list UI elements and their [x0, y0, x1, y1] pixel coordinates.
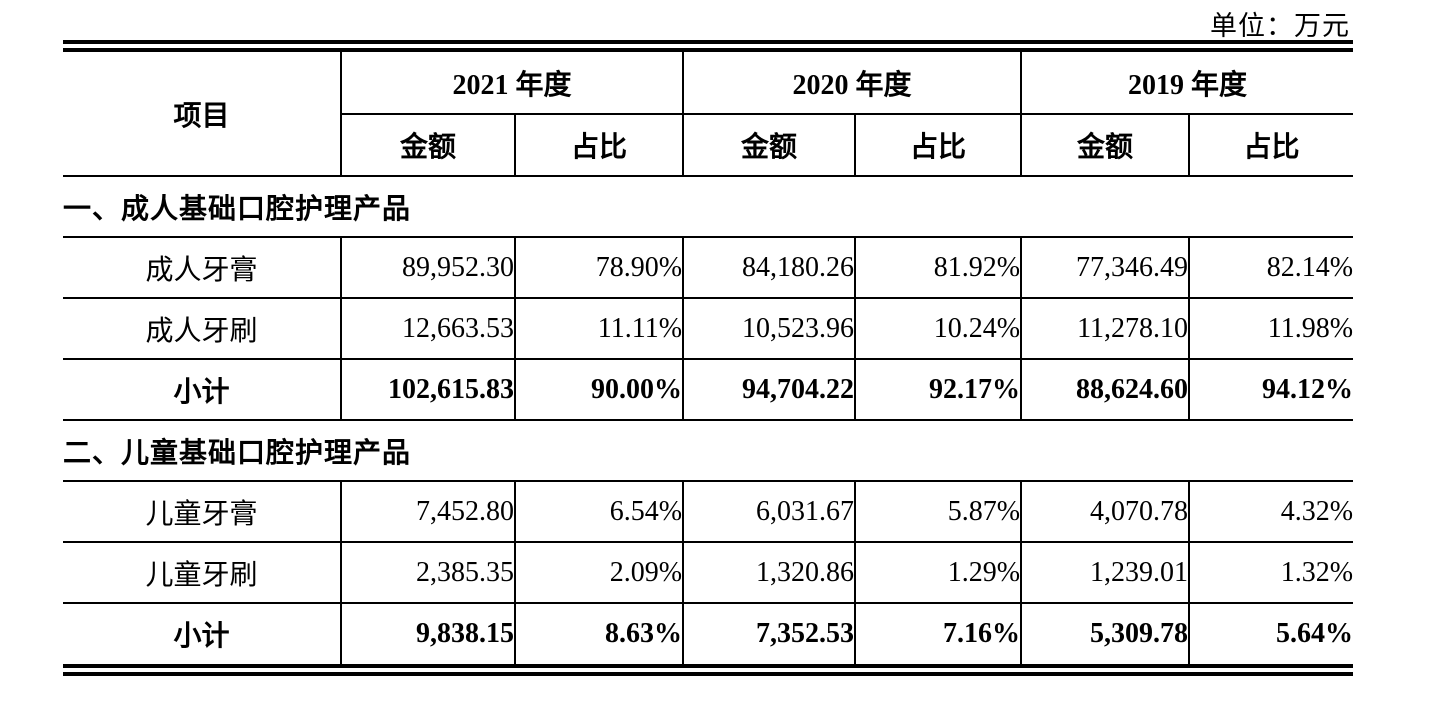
- header-amount-2021: 金额: [341, 113, 516, 177]
- header-item-column: 项目: [63, 52, 342, 177]
- header-row-subcolumns: 金额 占比 金额 占比 金额 占比: [63, 113, 1354, 177]
- ratio-cell: 94.12%: [1188, 358, 1354, 421]
- row-label: 儿童牙刷: [63, 541, 342, 604]
- header-ratio-2021: 占比: [513, 113, 685, 177]
- amount-cell: 2,385.35: [340, 541, 516, 604]
- amount-cell: 4,070.78: [1020, 480, 1191, 543]
- row-label: 儿童牙膏: [63, 480, 342, 543]
- table-row: 儿童牙膏 7,452.80 6.54% 6,031.67 5.87% 4,070.78 4.…: [63, 480, 1354, 543]
- amount-cell: 102,615.83: [340, 358, 516, 421]
- amount-cell: 10,523.96: [682, 297, 857, 360]
- header-year-2019: 2019 年度: [1020, 52, 1354, 115]
- ratio-cell: 90.00%: [513, 358, 685, 421]
- ratio-cell: 1.29%: [854, 541, 1023, 604]
- unit-label: 单位：万元: [1210, 11, 1350, 41]
- subtotal-row: 小计 102,615.83 90.00% 94,704.22 92.17% 88,624.…: [63, 358, 1354, 421]
- amount-cell: 77,346.49: [1020, 236, 1191, 299]
- amount-cell: 89,952.30: [340, 236, 516, 299]
- subtotal-row: 小计 9,838.15 8.63% 7,352.53 7.16% 5,309.78 5.64…: [63, 602, 1354, 664]
- row-label: 成人牙刷: [63, 297, 342, 360]
- table-row: 儿童牙刷 2,385.35 2.09% 1,320.86 1.29% 1,239.01 1.…: [63, 541, 1354, 604]
- amount-cell: 12,663.53: [340, 297, 516, 360]
- ratio-cell: 78.90%: [513, 236, 685, 299]
- header-ratio-2020: 占比: [854, 113, 1023, 177]
- header-year-2020: 2020 年度: [682, 52, 1023, 115]
- row-label: 小计: [63, 358, 342, 421]
- section-header-row: 一、成人基础口腔护理产品: [63, 175, 1354, 238]
- ratio-cell: 6.54%: [513, 480, 685, 543]
- ratio-cell: 92.17%: [854, 358, 1023, 421]
- table-row: 成人牙刷 12,663.53 11.11% 10,523.96 10.24% 11,278…: [63, 297, 1354, 360]
- amount-cell: 7,452.80: [340, 480, 516, 543]
- revenue-table-container: 项目 2021 年度 2020 年度 2019 年度 金额 占比 金额 占比 金…: [63, 40, 1354, 676]
- header-year-2021: 2021 年度: [339, 52, 685, 115]
- amount-cell: 94,704.22: [682, 358, 857, 421]
- ratio-cell: 11.98%: [1188, 297, 1354, 360]
- amount-cell: 6,031.67: [682, 480, 857, 543]
- amount-cell: 5,309.78: [1020, 602, 1191, 664]
- amount-cell: 9,838.15: [340, 602, 516, 664]
- row-label: 成人牙膏: [63, 236, 342, 299]
- ratio-cell: 7.16%: [854, 602, 1023, 664]
- ratio-cell: 5.87%: [854, 480, 1023, 543]
- header-ratio-2019: 占比: [1188, 113, 1354, 177]
- row-label: 小计: [63, 602, 342, 664]
- header-amount-2019: 金额: [1020, 113, 1191, 177]
- table-body: 一、成人基础口腔护理产品 成人牙膏 89,952.30 78.90% 84,180.26…: [63, 175, 1354, 664]
- amount-cell: 11,278.10: [1020, 297, 1191, 360]
- amount-cell: 7,352.53: [682, 602, 857, 664]
- amount-cell: 1,239.01: [1020, 541, 1191, 604]
- section-title: 二、儿童基础口腔护理产品: [63, 419, 1354, 482]
- ratio-cell: 1.32%: [1188, 541, 1354, 604]
- table-row: 成人牙膏 89,952.30 78.90% 84,180.26 81.92% 77,346…: [63, 236, 1354, 299]
- ratio-cell: 5.64%: [1188, 602, 1354, 664]
- ratio-cell: 81.92%: [854, 236, 1023, 299]
- ratio-cell: 82.14%: [1188, 236, 1354, 299]
- section-header-row: 二、儿童基础口腔护理产品: [63, 419, 1354, 482]
- amount-cell: 88,624.60: [1020, 358, 1191, 421]
- amount-cell: 84,180.26: [682, 236, 857, 299]
- amount-cell: 1,320.86: [682, 541, 857, 604]
- ratio-cell: 11.11%: [513, 297, 685, 360]
- ratio-cell: 4.32%: [1188, 480, 1354, 543]
- ratio-cell: 8.63%: [513, 602, 685, 664]
- header-amount-2020: 金额: [682, 113, 857, 177]
- header-row-years: 项目 2021 年度 2020 年度 2019 年度: [63, 52, 1354, 177]
- ratio-cell: 2.09%: [513, 541, 685, 604]
- table-header: 项目 2021 年度 2020 年度 2019 年度 金额 占比 金额 占比 金…: [63, 52, 1354, 177]
- section-title: 一、成人基础口腔护理产品: [63, 175, 1354, 238]
- products-revenue-table: 项目 2021 年度 2020 年度 2019 年度 金额 占比 金额 占比 金…: [63, 52, 1354, 664]
- ratio-cell: 10.24%: [854, 297, 1023, 360]
